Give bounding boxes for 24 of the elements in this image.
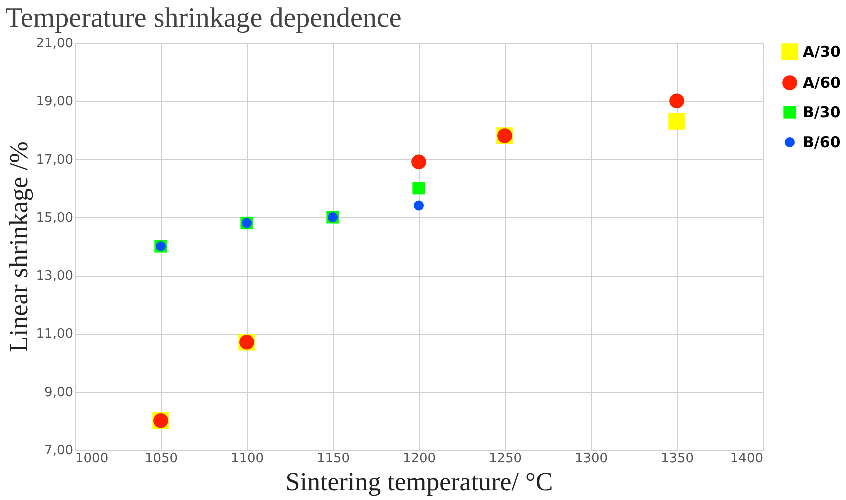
x-tick-label: 1050 [144, 452, 178, 466]
x-axis-title: Sintering temperature/ °C [286, 468, 554, 496]
y-tick-label: 11,00 [36, 327, 74, 342]
x-tick-label: 1350 [660, 452, 694, 466]
y-tick-label: 19,00 [36, 94, 74, 110]
x-tick-label: 1000 [76, 452, 109, 466]
legend-label: A/30 [803, 43, 841, 61]
y-tick-label: 17,00 [36, 152, 74, 168]
chart-title: Temperature shrinkage dependence [6, 3, 402, 34]
x-tick-label: 1250 [488, 452, 522, 466]
x-tick-label: 1300 [574, 452, 608, 466]
y-tick-label: 15,00 [36, 210, 74, 226]
x-tick-label: 1150 [316, 452, 350, 466]
legend-label: B/30 [803, 104, 841, 122]
x-tick-label: 1400 [730, 452, 764, 466]
y-tick-label: 13,00 [36, 269, 74, 284]
y-axis-title: Linear shrinkage /% [4, 142, 34, 352]
x-tick-label: 1200 [402, 452, 436, 466]
legend-label: A/60 [803, 74, 841, 92]
y-tick-label: 21,00 [36, 36, 74, 52]
legend-label: B/60 [803, 134, 841, 152]
y-tick-label: 9,00 [44, 385, 74, 400]
y-tick-label: 7,00 [44, 444, 74, 458]
x-tick-label: 1100 [230, 452, 264, 466]
